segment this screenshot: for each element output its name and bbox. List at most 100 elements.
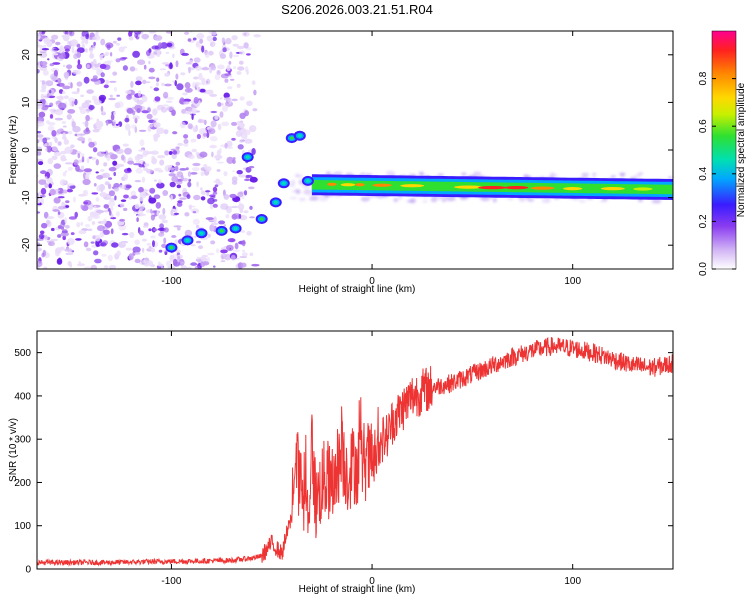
heatmap-cell <box>190 262 198 266</box>
heatmap-cell <box>128 129 131 137</box>
heatmap-cell <box>232 249 241 252</box>
heatmap-cell <box>141 95 148 103</box>
heatmap-cell <box>47 216 55 220</box>
heatmap-cell <box>116 94 120 97</box>
heatmap-cell <box>199 151 208 158</box>
heatmap-cell <box>128 36 134 41</box>
heatmap-cell <box>154 179 157 182</box>
heatmap-cell <box>78 230 87 235</box>
heatmap-cell <box>54 117 64 121</box>
heatmap-cell <box>156 210 160 217</box>
heatmap-cell <box>184 87 193 93</box>
heatmap-cell <box>37 120 45 127</box>
heatmap-cell <box>209 93 218 97</box>
heatmap-cell <box>124 147 132 155</box>
heatmap-cell <box>41 98 46 105</box>
heatmap-cell <box>147 260 154 267</box>
heatmap-cell <box>78 261 81 264</box>
heatmap-cell <box>93 183 97 187</box>
heatmap-cell <box>139 191 147 199</box>
heatmap-cell <box>93 250 99 256</box>
heatmap-cell <box>191 113 194 120</box>
heatmap-cell <box>76 63 83 70</box>
heatmap-cell <box>103 209 110 213</box>
heatmap-cell <box>95 159 100 166</box>
heatmap-cell <box>161 62 170 65</box>
heatmap-cell <box>227 86 233 90</box>
heatmap-cell <box>170 194 173 201</box>
heatmap-cell <box>238 213 242 219</box>
snr-y-tick-label: 100 <box>14 521 31 532</box>
heatmap-cell <box>111 242 119 248</box>
heatmap-cell <box>184 31 190 35</box>
heatmap-cell <box>195 81 199 88</box>
heatmap-cell <box>37 260 43 268</box>
heatmap-cell <box>173 258 178 266</box>
heatmap-cell <box>201 77 206 85</box>
heatmap-cell <box>156 127 165 135</box>
heatmap-cell <box>40 89 47 93</box>
heatmap-cell <box>38 111 46 118</box>
heatmap-cell <box>113 119 117 126</box>
heatmap-cell <box>243 42 249 49</box>
snr-x-label: Height of straight line (km) <box>299 584 416 595</box>
heatmap-cell <box>180 174 184 182</box>
heatmap-cell <box>100 72 105 78</box>
heatmap-cell <box>76 87 80 93</box>
heatmap-cell <box>229 193 237 199</box>
heatmap-cell <box>104 150 109 157</box>
heatmap-cell <box>98 62 101 65</box>
heatmap-cell <box>103 84 109 89</box>
heatmap-cell <box>201 261 210 266</box>
heatmap-cell <box>141 247 145 253</box>
heatmap-cell <box>62 172 67 177</box>
heatmap-cell <box>120 199 127 202</box>
snr-content <box>37 336 673 567</box>
heatmap-cell <box>46 145 52 153</box>
heatmap-cell <box>78 106 84 110</box>
heatmap-cell <box>62 132 66 140</box>
heatmap-cell <box>249 176 258 183</box>
heatmap-cell <box>169 181 176 188</box>
heatmap-cell <box>66 114 72 120</box>
heatmap-cell <box>123 194 129 199</box>
heatmap-y-tick-label: 0 <box>21 147 32 153</box>
heatmap-cell <box>82 178 91 186</box>
heatmap-cell <box>116 250 121 257</box>
heatmap-cell <box>397 196 403 200</box>
snr-panel: -100 0 100 0 100 200 300 400 500 Height of strai… <box>8 330 674 595</box>
heatmap-cell <box>159 68 167 71</box>
heatmap-cell <box>291 190 297 193</box>
heatmap-cell <box>210 195 216 199</box>
heatmap-cell <box>57 205 66 210</box>
heatmap-cell <box>126 94 132 100</box>
heatmap-cell <box>172 131 178 135</box>
heatmap-cell <box>77 133 86 136</box>
heatmap-cell <box>138 129 147 132</box>
heatmap-cell <box>40 65 48 68</box>
heatmap-cell <box>186 194 191 200</box>
heatmap-cell <box>76 151 82 155</box>
tone-hotspot <box>633 187 653 191</box>
heatmap-cell <box>159 159 165 166</box>
heatmap-cell <box>578 199 586 203</box>
heatmap-cell <box>213 265 216 268</box>
heatmap-cell <box>86 89 94 94</box>
heatmap-cell <box>190 244 196 247</box>
heatmap-cell <box>65 200 70 204</box>
heatmap-cell <box>251 263 260 267</box>
heatmap-cell <box>163 237 167 244</box>
heatmap-cell <box>152 240 155 248</box>
heatmap-cell <box>251 80 256 86</box>
heatmap-cell <box>138 149 145 152</box>
heatmap-cell <box>242 133 248 140</box>
heatmap-cell <box>180 265 187 269</box>
heatmap-cell <box>159 223 165 229</box>
heatmap-cell <box>89 49 93 55</box>
heatmap-cell <box>179 197 187 200</box>
heatmap-cell <box>94 258 102 264</box>
heatmap-cell <box>67 130 73 135</box>
heatmap-cell <box>65 224 70 229</box>
heatmap-cell <box>53 69 59 77</box>
heatmap-cell <box>219 111 224 118</box>
